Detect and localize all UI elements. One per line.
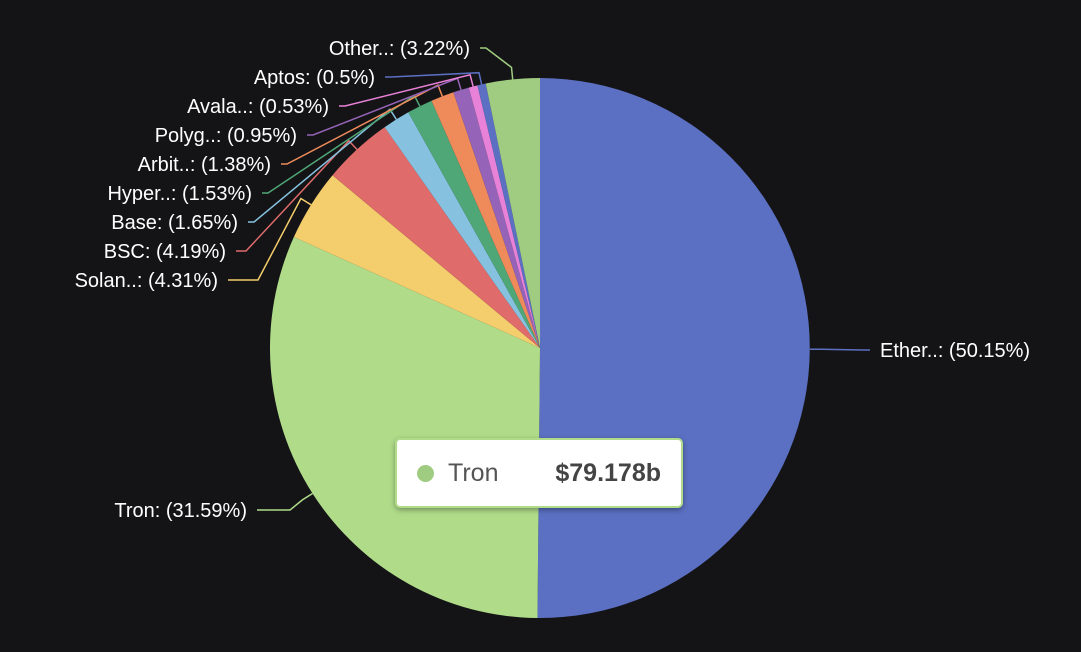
leader-line-aptos bbox=[385, 71, 483, 85]
chart-tooltip: Tron $79.178b bbox=[395, 438, 683, 508]
slice-label-avala: Avala..: (0.53%) bbox=[187, 96, 329, 118]
leader-line-polyg bbox=[307, 77, 462, 136]
pie-slice-other[interactable] bbox=[485, 78, 540, 348]
tooltip-series-dot bbox=[417, 464, 434, 482]
pie-slice-ether[interactable] bbox=[537, 78, 810, 618]
slice-label-base: Base: (1.65%) bbox=[111, 212, 238, 234]
leader-line-ether bbox=[810, 348, 870, 351]
slice-label-other: Other..: (3.22%) bbox=[329, 38, 470, 60]
leader-line-avala bbox=[339, 73, 474, 107]
slice-label-polyg: Polyg..: (0.95%) bbox=[155, 125, 297, 147]
leader-line-other bbox=[480, 47, 514, 80]
pie-slice-arbit[interactable] bbox=[431, 92, 540, 348]
leader-line-arbit bbox=[281, 84, 444, 165]
tooltip-value: $79.178b bbox=[555, 458, 661, 487]
slice-label-tron: Tron: (31.59%) bbox=[114, 500, 247, 522]
pie-slice-base[interactable] bbox=[384, 112, 540, 348]
pie-slice-aptos[interactable] bbox=[477, 83, 540, 348]
pie-slice-tron[interactable] bbox=[269, 237, 540, 618]
leader-line-bsc bbox=[236, 139, 358, 252]
slice-label-solan: Solan..: (4.31%) bbox=[75, 270, 218, 292]
leader-line-base bbox=[248, 108, 397, 223]
leader-line-solan bbox=[228, 197, 312, 281]
pie-slice-solan[interactable] bbox=[293, 175, 540, 348]
slice-label-aptos: Aptos: (0.5%) bbox=[254, 67, 375, 89]
tooltip-series-name: Tron bbox=[448, 458, 499, 487]
slice-label-bsc: BSC: (4.19%) bbox=[104, 241, 226, 263]
leader-line-tron bbox=[257, 492, 313, 511]
pie-slice-bsc[interactable] bbox=[332, 127, 541, 348]
leader-line-hyper bbox=[262, 94, 421, 194]
slice-label-arbit: Arbit..: (1.38%) bbox=[138, 154, 271, 176]
pie-slice-avala[interactable] bbox=[468, 85, 540, 348]
slice-label-hyper: Hyper..: (1.53%) bbox=[107, 183, 252, 205]
pie-slice-polyg[interactable] bbox=[453, 87, 540, 348]
pie-slice-hyper[interactable] bbox=[408, 100, 540, 348]
slice-label-ether: Ether..: (50.15%) bbox=[880, 340, 1030, 362]
